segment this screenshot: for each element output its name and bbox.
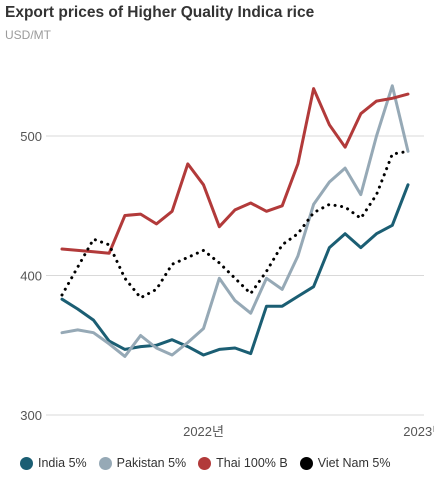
legend-label: Thai 100% B bbox=[216, 456, 288, 470]
legend-swatch-icon bbox=[198, 456, 212, 470]
y-tick-label: 300 bbox=[20, 408, 42, 423]
legend-item[interactable]: India 5% bbox=[20, 456, 87, 470]
legend-label: India 5% bbox=[38, 456, 87, 470]
legend-item[interactable]: Pakistan 5% bbox=[98, 456, 187, 470]
legend-label: Viet Nam 5% bbox=[317, 456, 391, 470]
legend-item[interactable]: Thai 100% B bbox=[198, 456, 288, 470]
chart-title: Export prices of Higher Quality Indica r… bbox=[5, 4, 315, 21]
x-tick-label: 2022년 bbox=[183, 424, 224, 439]
series-line-thai-100-b bbox=[60, 87, 410, 255]
legend-item[interactable]: Viet Nam 5% bbox=[299, 456, 391, 470]
series-line-pakistan-5 bbox=[60, 84, 410, 358]
legend-label: Pakistan 5% bbox=[116, 456, 187, 470]
y-tick-label: 500 bbox=[20, 129, 42, 144]
legend-swatch-icon bbox=[20, 456, 33, 470]
y-tick-label: 400 bbox=[20, 269, 42, 284]
x-tick-label: 2023년 bbox=[403, 424, 434, 439]
chart-subtitle: USD/MT bbox=[5, 28, 51, 42]
series-line-india-5 bbox=[60, 183, 410, 357]
legend-swatch-icon bbox=[299, 456, 313, 470]
chart-legend: India 5% Pakistan 5% Thai 100% B Viet Nam 5… bbox=[20, 456, 402, 470]
legend-swatch-icon bbox=[98, 456, 112, 470]
series-line-viet-nam-5 bbox=[60, 149, 410, 300]
